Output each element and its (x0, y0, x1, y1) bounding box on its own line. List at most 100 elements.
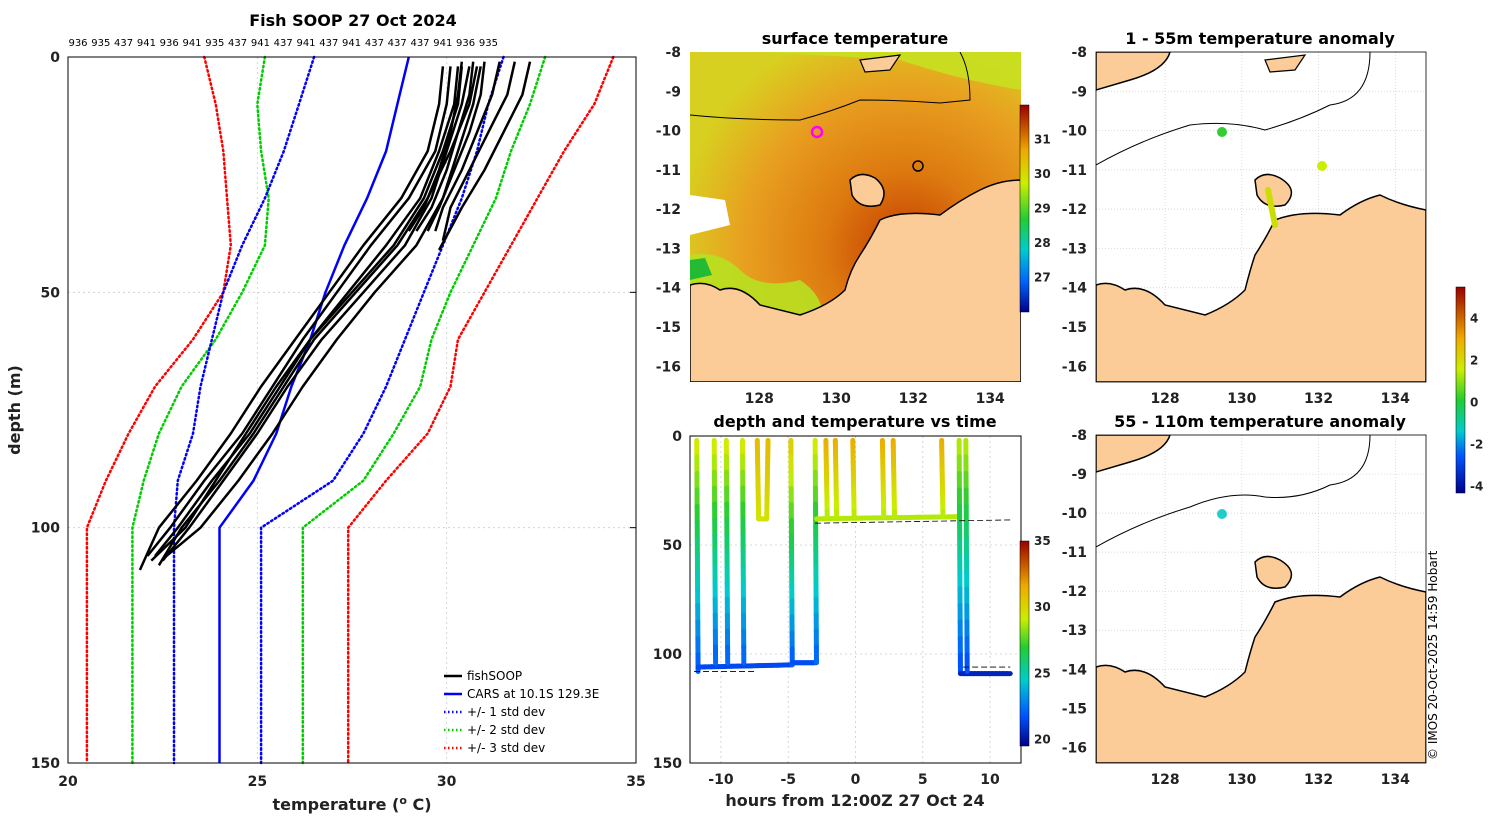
anom2-point (1217, 509, 1227, 519)
map-x-tick-label: 128 (745, 391, 774, 407)
ts-y-tick-label: 100 (653, 647, 682, 663)
fish-profile-line (161, 66, 471, 562)
map-x-tick-label: 130 (1227, 772, 1256, 788)
anom1-island (1254, 173, 1293, 207)
sst-contour (690, 52, 971, 121)
top-id-label: 941 (433, 38, 452, 49)
top-id-label: 936 (68, 38, 87, 49)
map-y-tick-label: -9 (1071, 84, 1087, 100)
anom1-map (1096, 52, 1426, 382)
top-id-label: 437 (274, 38, 293, 49)
legend-label: +/- 3 std dev (467, 741, 545, 755)
fish-profile-line (154, 66, 460, 557)
anom2-panel: 55 - 110m temperature anomaly -8 -9 -10 -11… (1062, 412, 1427, 788)
profile-xlabel: temperature (o C) (272, 794, 431, 814)
anom1-island-n (1264, 54, 1307, 73)
map-y-tick-label: -8 (665, 45, 681, 61)
sst-island-north (859, 54, 902, 73)
ts-y-tick-label: 50 (663, 538, 683, 554)
profile-title: Fish SOOP 27 Oct 2024 (249, 11, 457, 30)
anom-cb-tick-label: 4 (1470, 312, 1478, 326)
ts-y-tick-label: 0 (672, 429, 682, 445)
top-id-label: 437 (228, 38, 247, 49)
profile-axes-box (67, 56, 637, 764)
profile-panel: Fish SOOP 27 Oct 2024 936 935 437 941 936 941… (5, 11, 646, 814)
anom2-island (1254, 555, 1293, 589)
ts-x-tick-label: 0 (851, 772, 861, 788)
fish-short-line (437, 61, 532, 251)
ts-colorbar-ticks: 35 30 25 20 (1034, 534, 1051, 746)
map-y-tick-label: -10 (1062, 506, 1088, 522)
anom1-title: 1 - 55m temperature anomaly (1125, 29, 1395, 48)
map-x-tick-label: 132 (1304, 391, 1333, 407)
map-x-tick-label: 130 (1227, 391, 1256, 407)
std3-lo-line (85, 55, 233, 765)
map-y-tick-label: -12 (1062, 584, 1087, 600)
x-tick-label: 30 (437, 774, 457, 790)
fish-profile-line (150, 66, 464, 562)
anom1-ticks: -8 -9 -10 -11 -12 -13 -14 -15 -16 128 130 132 134 (1062, 45, 1410, 407)
sst-cb-tick-label: 27 (1034, 271, 1051, 285)
anom1-track (1265, 187, 1278, 228)
anom2-timor (1096, 435, 1171, 473)
fish-short-line (407, 61, 464, 232)
map-y-tick-label: -8 (1071, 428, 1087, 444)
sst-marker (810, 125, 824, 139)
anom-cb-tick-label: 2 (1470, 354, 1478, 368)
map-y-tick-label: -12 (656, 202, 681, 218)
top-id-label: 941 (251, 38, 270, 49)
y-tick-label: 100 (31, 521, 60, 537)
map-y-tick-label: -9 (665, 84, 681, 100)
timeseries-panel: depth and temperature vs time -10 -5 0 5 100… (653, 412, 1051, 810)
map-y-tick-label: -16 (1062, 740, 1087, 756)
legend-label: fishSOOP (467, 669, 522, 683)
std2-hi-line (301, 55, 547, 765)
anom1-point-2 (1317, 161, 1327, 171)
map-x-tick-label: 134 (1381, 391, 1410, 407)
ts-cb-tick-label: 30 (1034, 600, 1051, 614)
sst-cb-tick-label: 29 (1034, 202, 1051, 216)
ts-y-tick-label: 150 (653, 756, 682, 772)
ts-x-tick-label: 10 (980, 772, 1000, 788)
sst-panel: surface temperature -8-9-10-11-12-13-14-… (656, 29, 1051, 407)
sst-green-patch (690, 258, 712, 280)
map-y-tick-label: -14 (656, 281, 682, 297)
map-y-tick-label: -10 (656, 124, 682, 140)
anom-cb-tick-label: -2 (1470, 438, 1483, 452)
fish-profile-line (165, 66, 482, 557)
ts-x-tick-label: -10 (708, 772, 734, 788)
std1-lo-line (172, 55, 316, 765)
timeseries-title: depth and temperature vs time (713, 412, 996, 431)
profile-ticks: 20 25 30 35 0 50 100 150 (31, 50, 646, 790)
map-x-tick-label: 132 (899, 391, 928, 407)
anom2-map (1096, 435, 1426, 763)
ts-x-tick-label: -5 (780, 772, 796, 788)
anom-colorbar (1455, 286, 1466, 494)
ts-x-tick-label: 5 (918, 772, 928, 788)
sst-island-melville (849, 173, 885, 207)
top-id-label: 941 (182, 38, 201, 49)
map-y-tick-label: -15 (1062, 320, 1087, 336)
ts-cb-tick-label: 25 (1034, 666, 1051, 680)
map-y-tick-label: -15 (1062, 701, 1087, 717)
map-x-tick-label: 130 (822, 391, 851, 407)
anom2-land (1096, 576, 1426, 763)
top-id-label: 437 (319, 38, 338, 49)
legend-label: +/- 2 std dev (467, 723, 545, 737)
y-tick-label: 0 (50, 50, 60, 66)
anom-cb-tick-label: -4 (1470, 480, 1483, 494)
anom1-land (1096, 194, 1426, 382)
anom2-ticks: -8 -9 -10 -11 -12 -13 -14 -15 -16 128 130 132 134 (1062, 428, 1410, 788)
map-y-tick-label: -8 (1071, 45, 1087, 61)
x-tick-label: 35 (626, 774, 645, 790)
profile-plot-area (68, 57, 636, 763)
top-id-label: 936 (456, 38, 475, 49)
x-tick-label: 20 (58, 774, 78, 790)
x-tick-label: 25 (248, 774, 267, 790)
sst-ticks: -8 -9 -10 -11 -12 -13 -14 -15 -16 128 130 132 134 27 2… (656, 45, 1051, 407)
top-id-label: 941 (296, 38, 315, 49)
map-y-tick-label: -16 (1062, 359, 1087, 375)
xlabel-end: C) (407, 795, 432, 814)
xlabel-main: temperature ( (272, 795, 399, 814)
fish-short-line (441, 61, 517, 241)
